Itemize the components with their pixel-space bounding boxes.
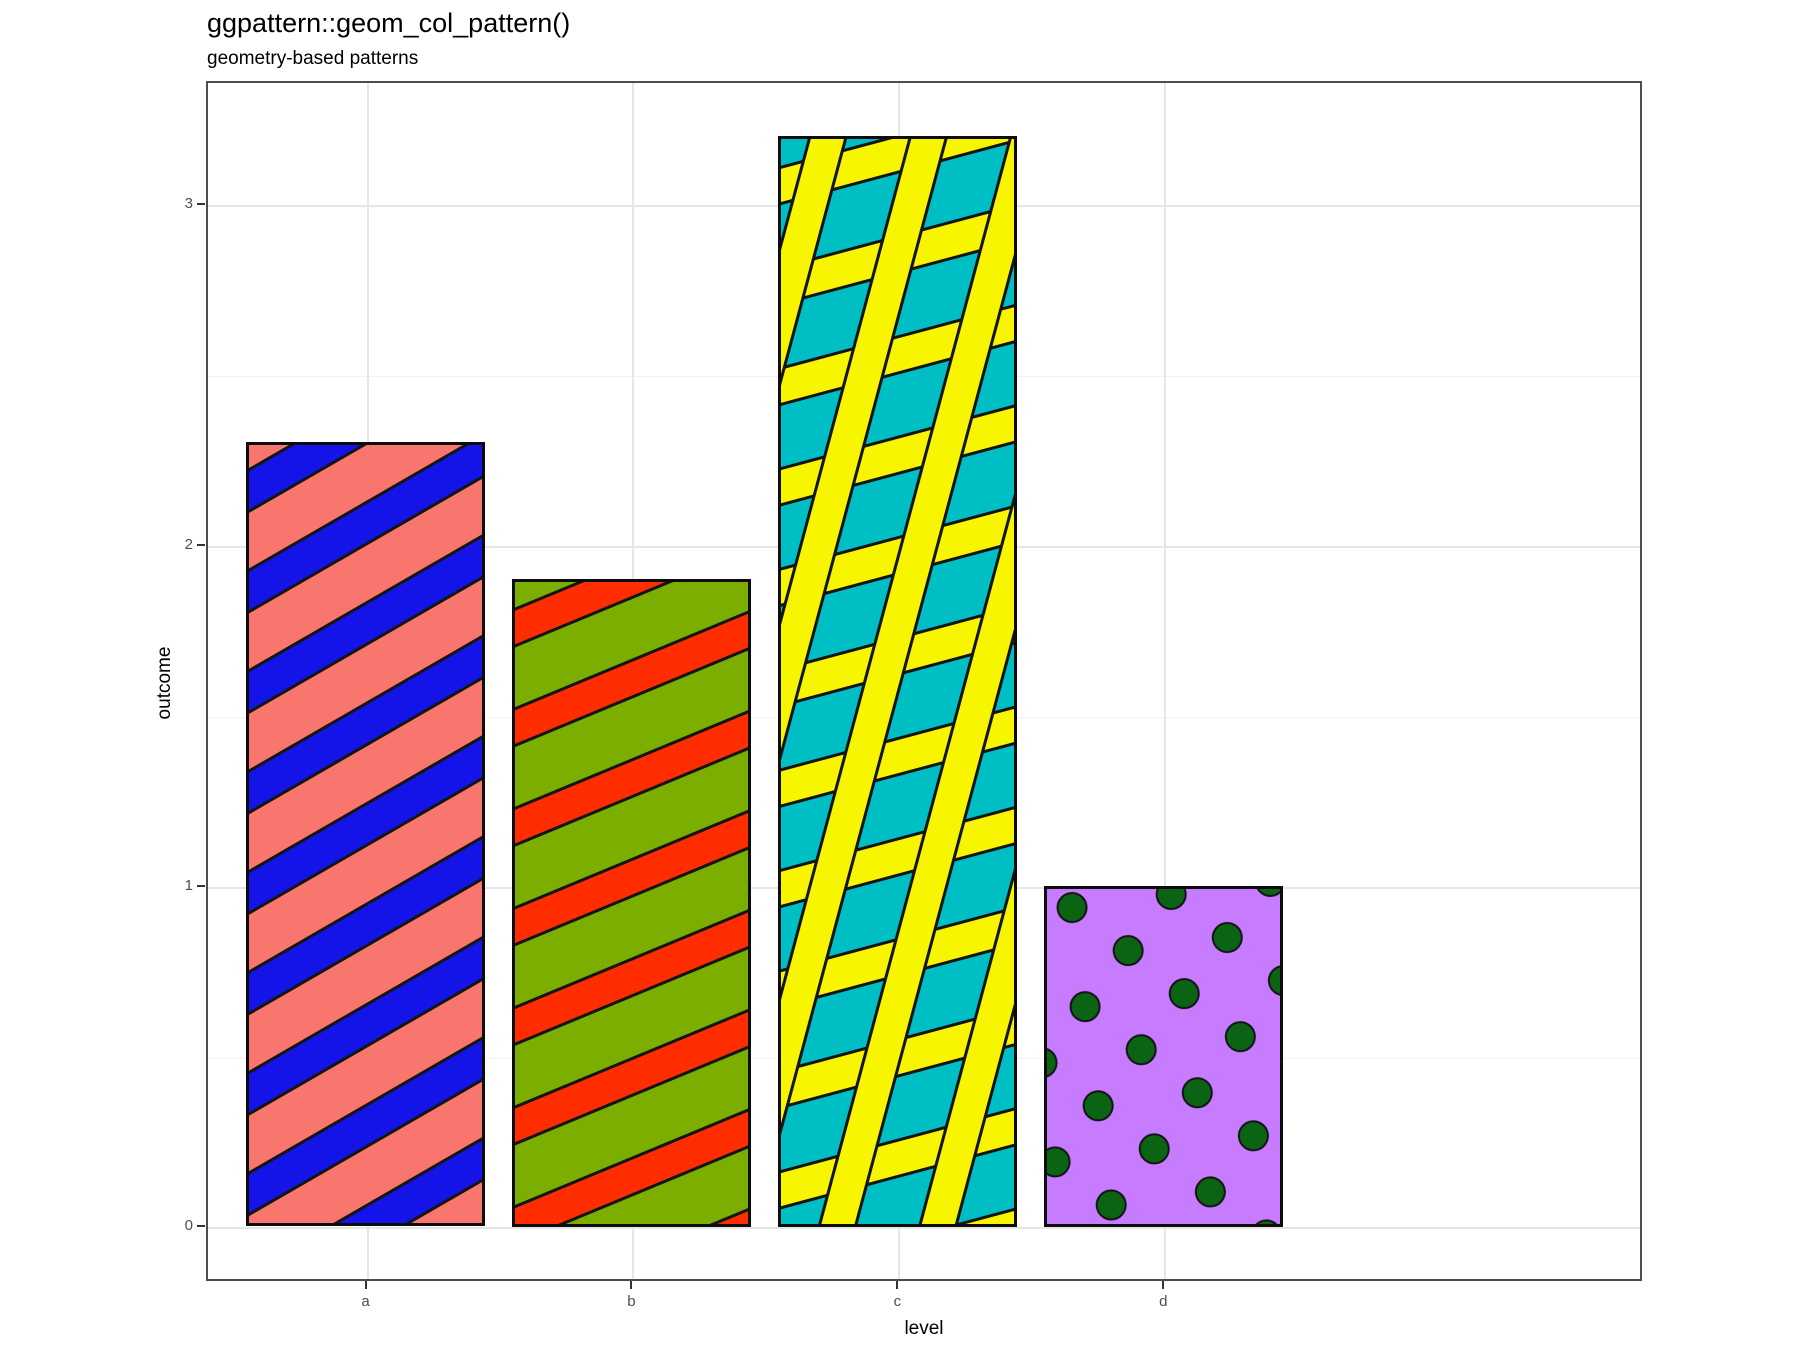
x-tick-mark (630, 1281, 633, 1289)
y-tick-label: 1 (184, 876, 193, 894)
y-tick-mark (197, 202, 205, 205)
y-tick-mark (197, 543, 205, 546)
x-tick-mark (364, 1281, 367, 1289)
y-tick-label: 2 (184, 535, 193, 553)
x-tick-label: c (893, 1293, 902, 1310)
plot-subtitle: geometry-based patterns (207, 48, 419, 69)
x-tick-mark (1162, 1281, 1165, 1289)
bar-b (512, 579, 751, 1227)
y-tick-mark (197, 1225, 205, 1228)
y-tick-label: 3 (184, 194, 193, 212)
bar-d (1044, 886, 1283, 1227)
y-axis-title: outcome (154, 646, 175, 720)
x-axis-title: level (904, 1318, 944, 1339)
gridline-major (208, 1227, 1640, 1230)
x-tick-label: d (1159, 1293, 1168, 1310)
bar-a (246, 442, 485, 1226)
x-tick-label: a (361, 1293, 370, 1310)
y-tick-mark (197, 884, 205, 887)
plot-title: ggpattern::geom_col_pattern() (207, 8, 571, 38)
x-tick-mark (896, 1281, 899, 1289)
y-tick-label: 0 (184, 1217, 193, 1235)
x-tick-label: b (627, 1293, 636, 1310)
bar-c (778, 136, 1017, 1227)
gridline-major-vertical (1164, 83, 1167, 1279)
